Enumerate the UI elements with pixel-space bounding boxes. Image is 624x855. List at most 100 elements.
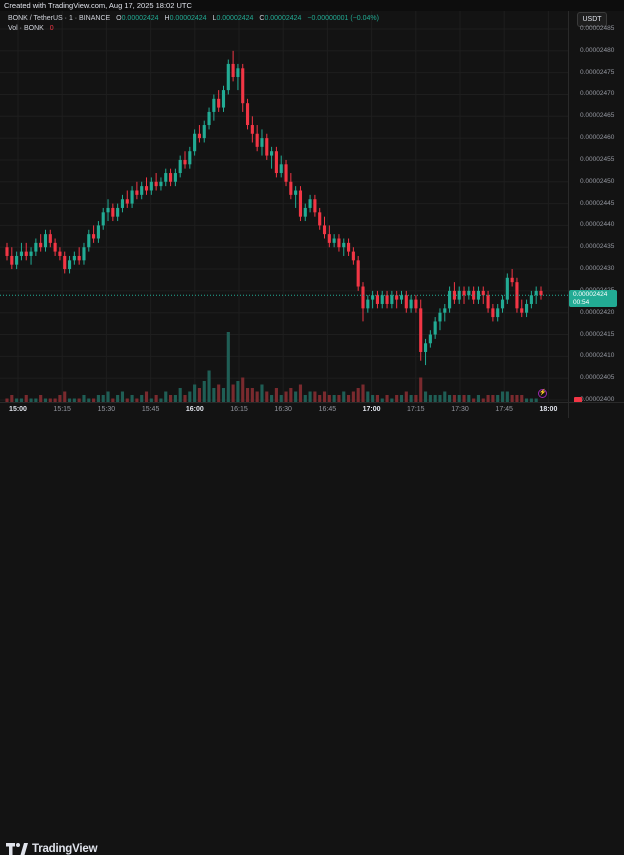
volume-bar: [529, 398, 533, 402]
volume-bar: [77, 398, 81, 402]
volume-bar: [178, 388, 182, 402]
volume-bar: [404, 391, 408, 402]
candle-body: [202, 125, 206, 139]
price-scale[interactable]: [568, 11, 624, 402]
candle-body: [245, 103, 250, 126]
created-text: Created with TradingView.com, Aug 17, 20…: [4, 1, 192, 10]
time-label: 15:15: [53, 406, 71, 413]
price-label: 0.00002450: [580, 177, 615, 185]
candle-body: [500, 299, 505, 309]
currency-button[interactable]: USDT: [577, 12, 607, 27]
volume-bar: [217, 384, 221, 402]
volume-bar: [443, 391, 447, 402]
volume-bar: [34, 398, 38, 402]
volume-bar: [337, 395, 341, 402]
volume-bar: [385, 395, 389, 402]
volume-bar: [53, 398, 57, 402]
volume-bar: [505, 391, 509, 402]
event-flag-icon[interactable]: ⚡: [538, 389, 547, 398]
volume-bar: [423, 391, 428, 402]
volume-bar: [19, 398, 23, 402]
price-label: 0.00002475: [580, 68, 615, 76]
volume-bar: [366, 391, 370, 402]
volume-bar: [303, 395, 307, 402]
candle-body: [294, 190, 298, 195]
candle-body: [423, 343, 428, 352]
candle-body: [472, 290, 476, 300]
chart-svg[interactable]: [0, 11, 568, 402]
volume-bar: [39, 395, 43, 402]
volume-bar: [395, 395, 399, 402]
legend-volume-row: Vol · BONK 0: [8, 24, 379, 34]
candle-body: [87, 234, 91, 248]
candle-body: [169, 173, 173, 182]
candle-body: [366, 299, 370, 309]
candle-body: [212, 98, 216, 112]
volume-bar: [332, 395, 336, 402]
volume-bar: [63, 391, 67, 402]
volume-bar: [371, 395, 375, 402]
volume-bar: [226, 332, 230, 402]
time-label: 16:30: [274, 406, 292, 413]
time-scale[interactable]: [0, 402, 568, 418]
volume-bar: [452, 395, 456, 402]
volume-bar: [116, 395, 120, 402]
candle-body: [486, 295, 490, 309]
candle-body: [438, 312, 442, 322]
candle-body: [226, 63, 230, 91]
price-label: 0.00002430: [580, 265, 615, 273]
price-label: 0.00002485: [580, 25, 615, 32]
volume-label[interactable]: Vol · BONK: [8, 25, 44, 32]
volume-bar: [231, 384, 235, 402]
candle-body: [270, 151, 274, 156]
volume-bar: [241, 377, 245, 402]
low-key: L: [212, 15, 217, 22]
candle-body: [289, 181, 293, 195]
volume-bar: [173, 395, 177, 402]
candle-body: [39, 242, 43, 248]
candle-body: [193, 133, 197, 152]
candle-body: [116, 207, 120, 217]
candle-body: [260, 138, 264, 147]
volume-bar: [202, 381, 206, 402]
volume-bar: [515, 395, 519, 402]
scale-corner: [568, 402, 624, 418]
legend-ohlc-row: BONK / TetherUS · 1 · BINANCE O0.0000242…: [8, 14, 379, 24]
chart-pane[interactable]: [0, 11, 568, 402]
candle-body: [111, 207, 115, 217]
candle-body: [178, 159, 182, 174]
volume-bar: [496, 395, 500, 402]
volume-bar: [87, 398, 91, 402]
price-label: 0.00002445: [580, 199, 615, 207]
candle-body: [19, 251, 23, 256]
volume-bar: [260, 384, 264, 402]
price-label: 0.00002440: [580, 221, 615, 229]
time-label: 17:45: [495, 406, 513, 413]
volume-bar: [58, 395, 62, 402]
last-price-value: 0.00002424: [573, 291, 608, 298]
volume-bar: [72, 398, 76, 402]
volume-bar: [279, 395, 283, 402]
volume-bar: [520, 395, 524, 402]
time-label: 17:15: [407, 406, 425, 413]
volume-bar: [525, 398, 529, 402]
candle-body: [207, 111, 211, 126]
candle-body: [250, 125, 254, 134]
volume-bar: [48, 398, 52, 402]
volume-bar: [10, 395, 14, 402]
tradingview-logo[interactable]: TradingView: [6, 843, 98, 855]
volume-bar: [438, 395, 442, 402]
low-value: 0.00002424: [216, 15, 254, 22]
candle-body: [125, 199, 129, 204]
candle-body: [149, 181, 153, 191]
volume-bar: [140, 395, 144, 402]
high-value: 0.00002424: [169, 15, 207, 22]
volume-bar: [481, 398, 485, 402]
candle-body: [154, 181, 158, 187]
symbol-title[interactable]: BONK / TetherUS · 1 · BINANCE: [8, 15, 111, 22]
volume-bar: [289, 388, 293, 402]
change-value: −0.00000001 (−0.04%): [307, 15, 379, 22]
price-label: 0.00002455: [580, 155, 615, 163]
volume-bar: [120, 391, 125, 402]
candle-body: [419, 308, 423, 352]
